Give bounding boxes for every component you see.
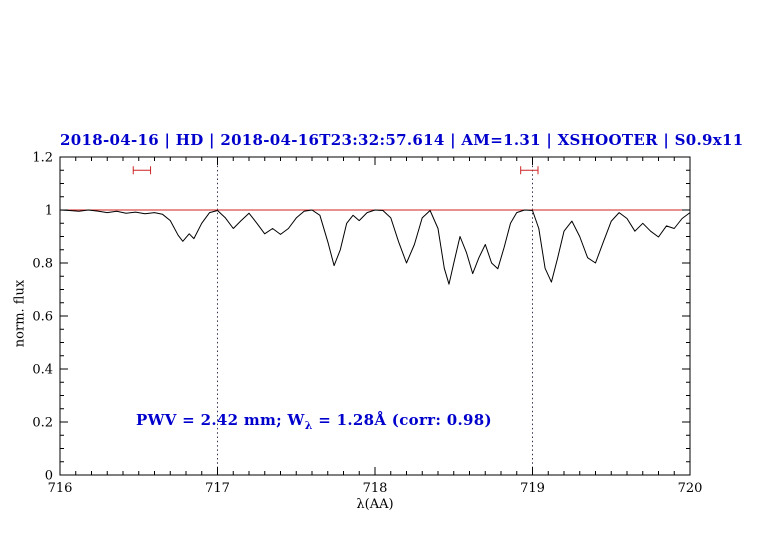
spectrum-line: [59, 209, 691, 285]
pwv-annotation-prefix: PWV = 2.42 mm; W: [136, 411, 305, 429]
y-axis-label: norm. flux: [12, 279, 28, 348]
y-tick-label: 0.8: [32, 257, 53, 272]
axis-ticks: [59, 156, 691, 476]
x-tick-label: 718: [363, 481, 388, 496]
axis-tick-labels: 716 717 718 719 720 0 0.2 0.4 0.6 0.8 1 1.2: [32, 151, 702, 497]
y-tick-label: 1: [45, 204, 53, 219]
y-tick-label: 0.2: [32, 416, 53, 431]
pwv-annotation: PWV = 2.42 mm; Wλ = 1.28Å (corr: 0.98): [136, 411, 492, 432]
y-tick-label: 0.4: [32, 363, 53, 378]
x-tick-label: 717: [205, 481, 230, 496]
x-tick-label: 716: [48, 481, 73, 496]
x-tick-label: 720: [678, 481, 703, 496]
y-tick-label: 0: [45, 469, 53, 484]
y-tick-label: 0.6: [32, 310, 53, 325]
x-axis-label: λ(AA): [356, 497, 394, 512]
telluric-range-marker: [520, 166, 539, 175]
plot-title: 2018-04-16 | HD | 2018-04-16T23:32:57.61…: [60, 131, 744, 149]
x-tick-label: 719: [520, 481, 545, 496]
pwv-annotation-subscript: λ: [304, 419, 313, 432]
pwv-annotation-suffix: = 1.28Å (corr: 0.98): [312, 411, 492, 429]
y-tick-label: 1.2: [32, 151, 53, 166]
telluric-range-marker: [132, 166, 152, 175]
